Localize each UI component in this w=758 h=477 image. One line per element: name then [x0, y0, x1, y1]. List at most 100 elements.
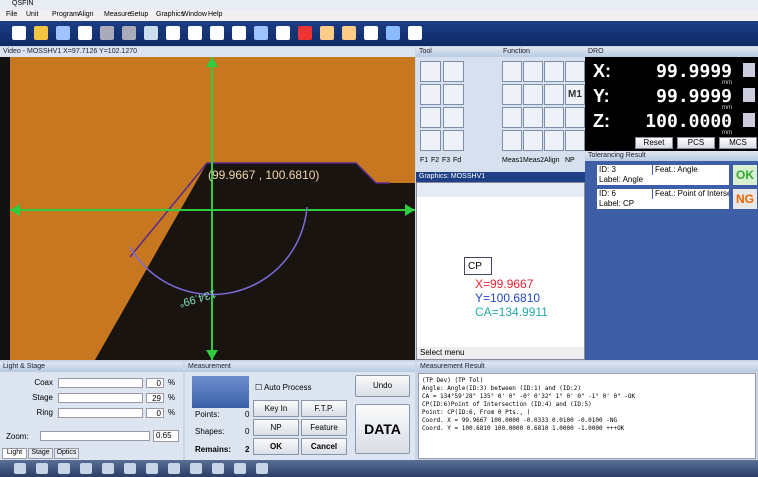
toolbar-icon[interactable] [34, 26, 48, 40]
toolbar-icon[interactable] [78, 26, 92, 40]
auto-process[interactable]: ☐ Auto Process [255, 383, 312, 392]
axis-unit: mm [722, 105, 732, 111]
function-button[interactable] [523, 107, 543, 128]
function-button[interactable] [565, 61, 585, 82]
tolerancing-title: Tolerancing Result [585, 151, 758, 161]
menu-item[interactable]: Measure [104, 11, 132, 18]
zero-button[interactable] [743, 113, 755, 127]
menu-item[interactable]: Help [208, 11, 223, 18]
menu-item[interactable]: Setup [130, 11, 149, 18]
tool-button[interactable] [443, 61, 464, 82]
light-tab[interactable]: Optics [54, 448, 79, 459]
function-button[interactable] [502, 84, 522, 105]
taskbar-icon[interactable] [36, 463, 48, 474]
toolbar-icon[interactable] [100, 26, 114, 40]
tool-button[interactable] [443, 107, 464, 128]
tool-button[interactable] [420, 84, 441, 105]
toolbar-icon[interactable] [122, 26, 136, 40]
function-tab[interactable]: Align [544, 157, 560, 164]
zero-button[interactable] [743, 88, 755, 102]
function-button[interactable] [523, 61, 543, 82]
toolbar-icon[interactable] [320, 26, 334, 40]
tool-tab[interactable]: Fd [453, 157, 462, 164]
function-tab[interactable]: Meas2 [523, 157, 545, 164]
toolbar-icon[interactable] [144, 26, 158, 40]
toolbar-icon[interactable] [56, 26, 70, 40]
toolbar-icon[interactable] [232, 26, 246, 40]
function-button[interactable] [565, 107, 585, 128]
taskbar-icon[interactable] [124, 463, 136, 474]
function-button[interactable] [502, 130, 522, 151]
data-button[interactable]: DATA [355, 404, 410, 454]
menu-item[interactable]: Program [52, 11, 79, 18]
toolbar-icon[interactable] [386, 26, 400, 40]
dro-button[interactable]: Reset [635, 137, 673, 149]
toolbar-icon[interactable] [210, 26, 224, 40]
zoom-value[interactable]: 0.65 [153, 430, 179, 442]
measure-button[interactable]: NP [253, 419, 299, 436]
m1-button[interactable]: M1 [565, 84, 585, 105]
function-button[interactable] [523, 84, 543, 105]
measure-button[interactable]: Feature [301, 419, 347, 436]
menu-item[interactable]: Unit [26, 11, 39, 18]
function-button[interactable] [544, 107, 564, 128]
function-tab[interactable]: NP [565, 157, 575, 164]
taskbar-icon[interactable] [256, 463, 268, 474]
taskbar-icon[interactable] [190, 463, 202, 474]
zero-button[interactable] [743, 63, 755, 77]
menu-item[interactable]: Graphics [156, 11, 185, 18]
taskbar-icon[interactable] [80, 463, 92, 474]
taskbar-icon[interactable] [102, 463, 114, 474]
toolbar-icon[interactable] [188, 26, 202, 40]
tool-button[interactable] [420, 130, 441, 151]
light-tab[interactable]: Stage [28, 448, 53, 459]
measure-button[interactable]: Key In [253, 400, 299, 417]
tool-button[interactable] [420, 61, 441, 82]
measure-button[interactable]: OK [253, 438, 299, 455]
dro-button[interactable]: MCS [719, 137, 757, 149]
measure-button[interactable]: Cancel [301, 438, 347, 455]
dro-button[interactable]: PCS [677, 137, 715, 149]
tool-button[interactable] [443, 84, 464, 105]
taskbar-icon[interactable] [234, 463, 246, 474]
menu-item[interactable]: File [6, 11, 18, 18]
toolbar-icon[interactable] [298, 26, 312, 40]
function-button[interactable] [544, 130, 564, 151]
tool-tab[interactable]: F2 [431, 157, 440, 164]
taskbar-icon[interactable] [146, 463, 158, 474]
function-button[interactable] [544, 84, 564, 105]
taskbar-icon[interactable] [14, 463, 26, 474]
light-slider[interactable] [58, 378, 143, 388]
toolbar-icon[interactable] [276, 26, 290, 40]
taskbar-icon[interactable] [58, 463, 70, 474]
function-button[interactable] [502, 61, 522, 82]
function-button[interactable] [544, 61, 564, 82]
tool-tab[interactable]: F3 [442, 157, 451, 164]
tool-button[interactable] [420, 107, 441, 128]
function-button[interactable] [523, 130, 543, 151]
toolbar-icon[interactable] [166, 26, 180, 40]
zoom-slider[interactable] [40, 431, 150, 441]
shapes-value: 0 [245, 427, 250, 436]
taskbar-icon[interactable] [168, 463, 180, 474]
function-button[interactable] [565, 130, 585, 151]
taskbar-icon[interactable] [212, 463, 224, 474]
toolbar-icon[interactable] [408, 26, 422, 40]
light-slider[interactable] [58, 393, 143, 403]
function-tab[interactable]: Meas1 [502, 157, 524, 164]
toolbar-icon[interactable] [342, 26, 356, 40]
measure-button[interactable]: F.T.P. [301, 400, 347, 417]
light-slider[interactable] [58, 408, 143, 418]
menu-item[interactable]: Align [78, 11, 94, 18]
tool-tab[interactable]: F1 [420, 157, 429, 164]
toolbar-icon[interactable] [12, 26, 26, 40]
toolbar-icon[interactable] [254, 26, 268, 40]
remains-value: 2 [245, 445, 250, 454]
undo-button[interactable]: Undo [355, 375, 410, 397]
angle-arc [129, 206, 308, 296]
toolbar-icon[interactable] [364, 26, 378, 40]
tool-button[interactable] [443, 130, 464, 151]
light-tab[interactable]: Light [2, 448, 27, 459]
menu-item[interactable]: Window [182, 11, 207, 18]
function-button[interactable] [502, 107, 522, 128]
